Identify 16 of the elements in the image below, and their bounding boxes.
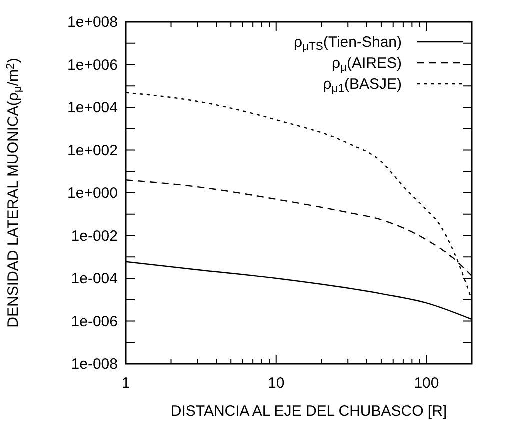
y-tick-label: 1e-008 bbox=[71, 356, 118, 373]
x-axis-title: DISTANCIA AL EJE DEL CHUBASCO [R] bbox=[170, 403, 448, 420]
y-tick-label: 1e-006 bbox=[71, 313, 118, 330]
y-tick-label: 1e-004 bbox=[71, 270, 118, 288]
legend-label: ρ$_{μ1}$(BASJE) bbox=[323, 76, 402, 96]
y-tick-label: 1e+002 bbox=[68, 142, 118, 160]
x-tick-label: 100 bbox=[414, 375, 440, 392]
x-tick-label: 10 bbox=[268, 375, 285, 392]
y-tick-label: 1e+004 bbox=[68, 100, 118, 116]
y-tick-label: 1e+000 bbox=[68, 185, 118, 202]
y-tick-label: 1e+008 bbox=[68, 14, 118, 31]
y-tick-label: 1e+006 bbox=[68, 56, 118, 74]
legend-label: ρ$_{μTS}$(Tien-Shan) bbox=[294, 34, 402, 54]
legend-label: ρ$_{μ}$(AIRES) bbox=[332, 55, 402, 74]
y-tick-label: 1e-002 bbox=[71, 228, 118, 245]
x-tick-label: 1 bbox=[122, 375, 130, 392]
